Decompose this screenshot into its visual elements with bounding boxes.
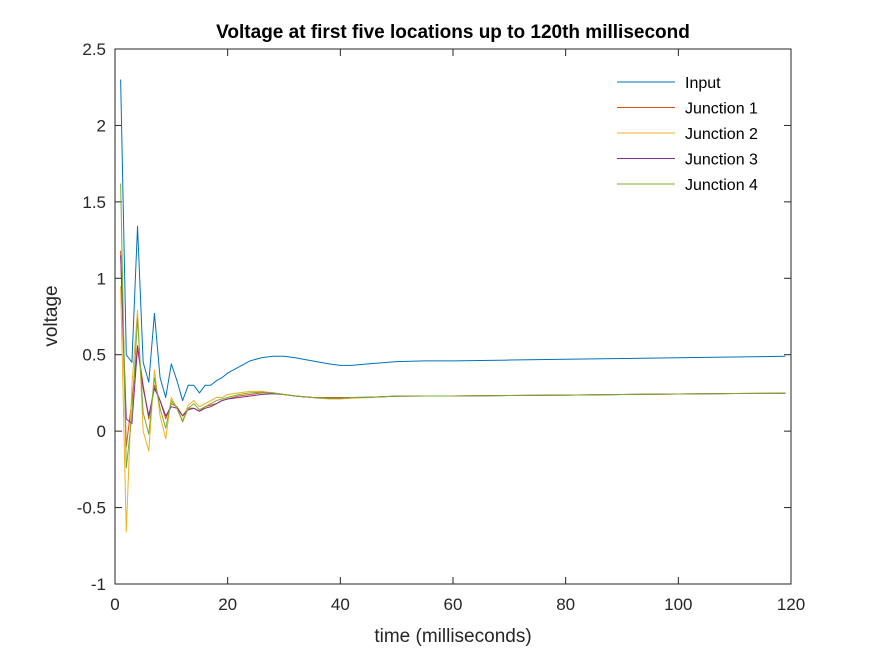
y-axis-label: voltage xyxy=(41,285,62,346)
y-tick-label: -1 xyxy=(91,575,106,594)
legend-entry-label: Input xyxy=(685,75,721,92)
x-axis-label: time (milliseconds) xyxy=(374,626,531,647)
series-line-4 xyxy=(120,183,786,469)
y-tick-label: 1 xyxy=(97,269,106,288)
y-tick-label: 2 xyxy=(97,116,106,135)
series-line-0 xyxy=(120,79,786,402)
legend-entry-label: Junction 4 xyxy=(685,177,758,194)
x-tick-label: 60 xyxy=(444,595,463,614)
chart-title: Voltage at first five locations up to 12… xyxy=(216,22,690,43)
y-tick-label: 2.5 xyxy=(82,40,106,59)
x-tick-label: 120 xyxy=(777,595,805,614)
x-tick-label: 100 xyxy=(664,595,692,614)
y-tick-label: 0.5 xyxy=(82,346,106,365)
x-tick-label: 0 xyxy=(110,595,119,614)
x-tick-label: 40 xyxy=(331,595,350,614)
y-tick-label: 1.5 xyxy=(82,193,106,212)
legend: Input Junction 1 Junction 2 Junction 3 Junct… xyxy=(617,75,758,194)
x-tick-label: 80 xyxy=(556,595,575,614)
plot-area xyxy=(114,48,792,585)
axis-ticks: 0 20 40 60 80 100 120 -1 -0.5 0 0.5 1 1.5 2 2.5 xyxy=(77,40,805,614)
legend-entry-label: Junction 3 xyxy=(685,152,758,169)
y-tick-label: -0.5 xyxy=(77,499,106,518)
series-lines xyxy=(120,79,786,533)
y-tick-label: 0 xyxy=(97,422,106,441)
legend-entry-label: Junction 1 xyxy=(685,101,758,118)
legend-entry-label: Junction 2 xyxy=(685,126,758,143)
x-tick-label: 20 xyxy=(218,595,237,614)
